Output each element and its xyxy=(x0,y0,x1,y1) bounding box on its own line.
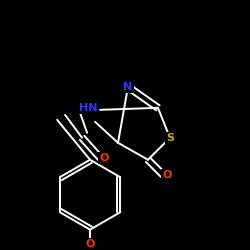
Text: S: S xyxy=(166,133,174,143)
Text: O: O xyxy=(99,153,109,163)
Text: HN: HN xyxy=(79,103,97,113)
Text: N: N xyxy=(123,82,132,92)
Text: O: O xyxy=(162,170,172,180)
Text: O: O xyxy=(85,239,95,249)
